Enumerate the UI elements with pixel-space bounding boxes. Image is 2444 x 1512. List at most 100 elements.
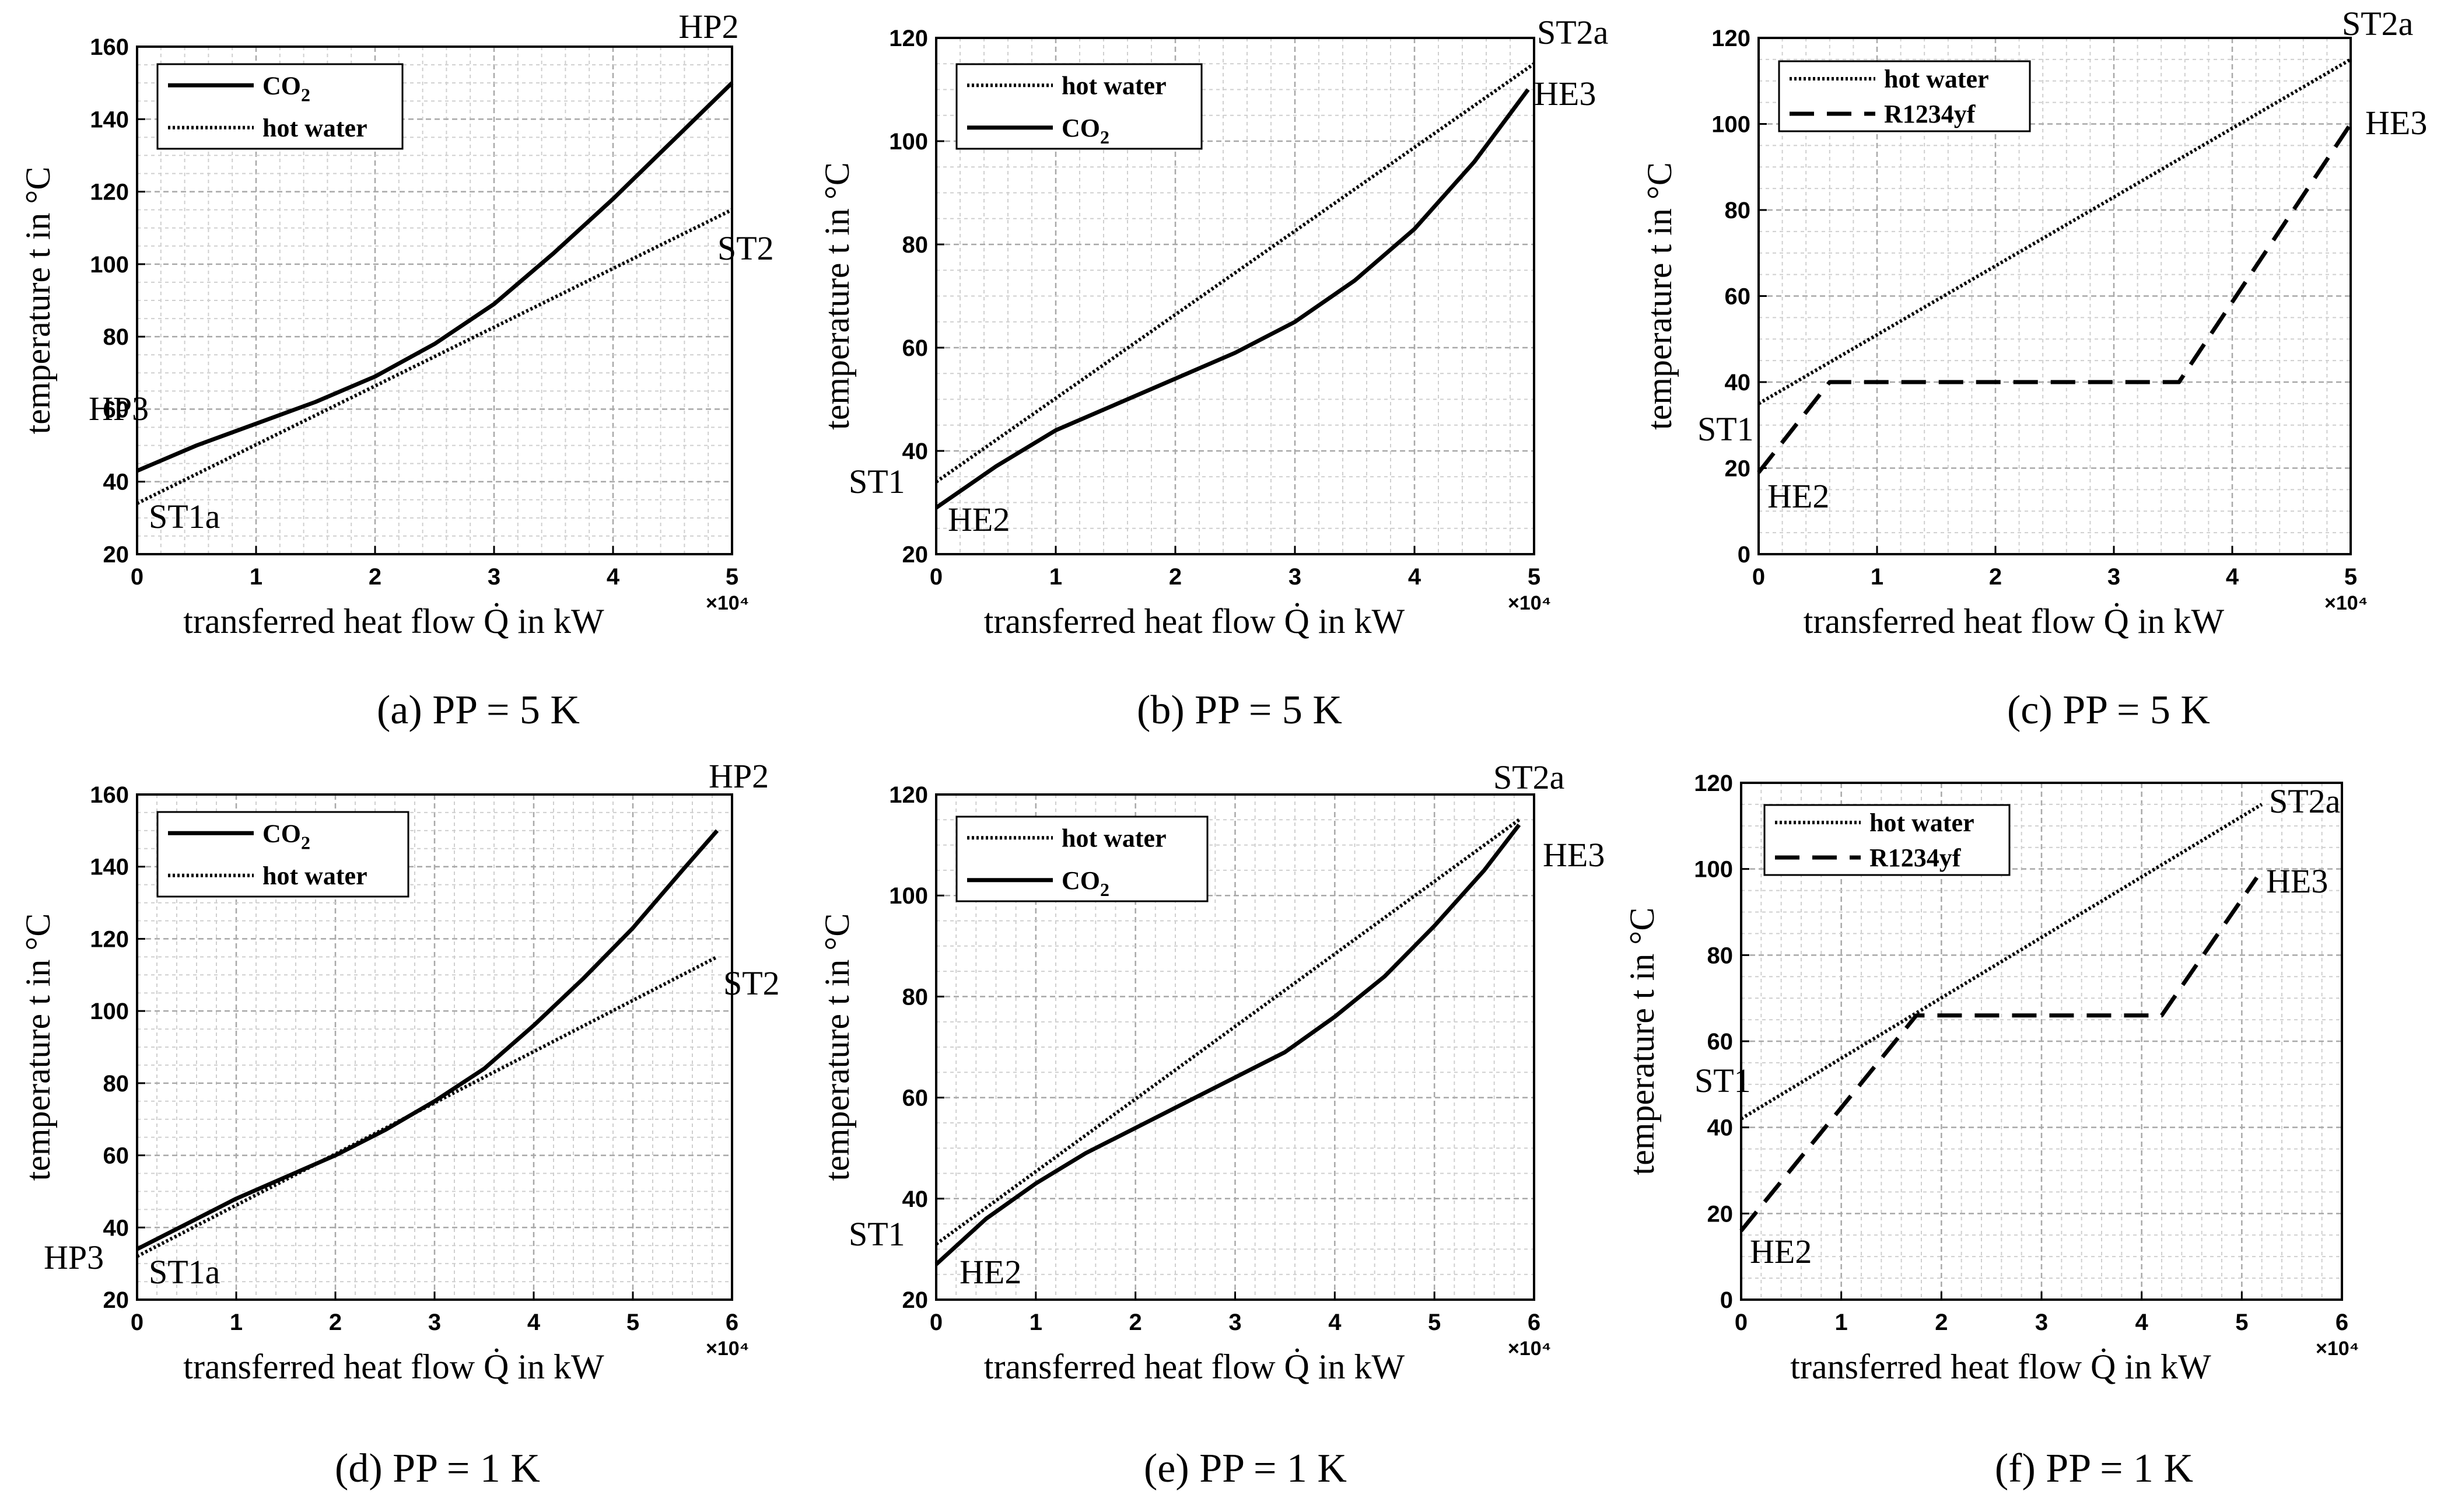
y-tick-label: 120 bbox=[889, 782, 928, 808]
x-tick-label: 0 bbox=[930, 564, 943, 590]
x-tick-label: 3 bbox=[2107, 564, 2120, 590]
chart-panel-c: 0 1 2 3 4 5 0 20 40 60 80 100 120 transferred heat fl… bbox=[1640, 5, 2427, 733]
panel-caption: (e) PP = 1 K bbox=[1144, 1446, 1347, 1491]
y-axis-label: temperature t in °C bbox=[818, 914, 856, 1181]
point-annotation: HP2 bbox=[709, 757, 769, 795]
x-tick-label: 5 bbox=[626, 1310, 639, 1335]
point-annotation: HE2 bbox=[960, 1253, 1021, 1291]
legend-entry: R1234yf bbox=[1869, 844, 1962, 872]
x-tick-label: 0 bbox=[131, 1310, 143, 1335]
x-tick-label: 1 bbox=[250, 564, 262, 590]
panel-caption: (a) PP = 5 K bbox=[377, 688, 580, 733]
y-tick-label: 160 bbox=[90, 34, 129, 60]
x-axis-multiplier: ×10⁴ bbox=[1508, 592, 1552, 614]
legend-entry: hot water bbox=[1884, 65, 1989, 93]
legend-f: hot water R1234yf bbox=[1763, 804, 2011, 876]
x-tick-label: 6 bbox=[726, 1310, 738, 1335]
y-tick-label: 100 bbox=[1711, 112, 1750, 138]
y-tick-label: 20 bbox=[103, 1287, 129, 1313]
x-tick-label: 2 bbox=[1129, 1310, 1142, 1335]
x-tick-label: 1 bbox=[1030, 1310, 1042, 1335]
point-annotation: ST2a bbox=[2342, 5, 2413, 43]
legend-entry: hot water bbox=[262, 114, 367, 142]
series-line-b-dotted bbox=[935, 62, 1535, 484]
series-line-b-solid bbox=[935, 88, 1530, 510]
y-tick-label: 100 bbox=[889, 883, 928, 909]
point-annotation: ST1 bbox=[849, 463, 905, 501]
point-annotation: HE2 bbox=[1750, 1233, 1812, 1270]
y-tick-label: 120 bbox=[90, 926, 129, 952]
x-axis-multiplier: ×10⁴ bbox=[1508, 1338, 1552, 1360]
legend-c: hot water R1234yf bbox=[1778, 60, 2031, 132]
x-tick-label: 0 bbox=[131, 564, 143, 590]
x-tick-label: 5 bbox=[2235, 1310, 2248, 1335]
point-annotation: HP3 bbox=[44, 1238, 104, 1276]
chart-panel-b: 0 1 2 3 4 5 20 40 60 80 100 120 transferred heat flo… bbox=[818, 13, 1608, 733]
x-tick-label: 4 bbox=[527, 1310, 541, 1335]
y-tick-label: 100 bbox=[90, 252, 129, 278]
y-tick-label: 0 bbox=[1720, 1287, 1733, 1313]
x-axis-label: transferred heat flow Q̇ in kW bbox=[984, 602, 1405, 640]
plot-frame-b bbox=[935, 37, 1535, 555]
y-tick-label: 60 bbox=[902, 335, 929, 361]
y-tick-label: 140 bbox=[90, 855, 129, 880]
point-annotation: ST2 bbox=[723, 964, 780, 1002]
point-annotation: ST2a bbox=[1537, 13, 1608, 51]
point-annotation: HE2 bbox=[948, 501, 1010, 538]
y-tick-label: 40 bbox=[1725, 370, 1751, 396]
y-tick-label: 20 bbox=[902, 1287, 929, 1313]
y-tick-label: 60 bbox=[103, 397, 129, 422]
y-tick-label: 100 bbox=[889, 129, 928, 155]
grid-c bbox=[1759, 38, 2351, 554]
legend-box bbox=[1778, 60, 2031, 132]
legend-entry: hot water bbox=[1062, 71, 1167, 100]
legend-box bbox=[156, 811, 409, 898]
x-tick-label: 4 bbox=[1328, 1310, 1342, 1335]
y-tick-label: 40 bbox=[103, 470, 129, 495]
point-annotation: HP2 bbox=[678, 8, 738, 46]
x-tick-label: 6 bbox=[1528, 1310, 1540, 1335]
y-tick-label: 40 bbox=[103, 1215, 129, 1241]
panel-caption: (d) PP = 1 K bbox=[335, 1446, 540, 1491]
series-line-a-dotted bbox=[136, 208, 733, 505]
legend-entry: hot water bbox=[1062, 824, 1167, 852]
legend-box bbox=[156, 63, 404, 150]
x-tick-label: 1 bbox=[1835, 1310, 1848, 1335]
series-line-e-dotted bbox=[935, 818, 1521, 1246]
x-axis-multiplier: ×10⁴ bbox=[2316, 1338, 2359, 1360]
point-annotation: HE3 bbox=[1534, 75, 1596, 113]
point-annotation: ST2 bbox=[717, 229, 774, 267]
x-tick-label: 3 bbox=[428, 1310, 441, 1335]
y-tick-label: 20 bbox=[103, 542, 129, 568]
legend-entry: R1234yf bbox=[1884, 100, 1976, 128]
y-tick-label: 20 bbox=[1707, 1201, 1734, 1227]
x-tick-label: 0 bbox=[1752, 564, 1765, 590]
legend-a: CO2 hot water bbox=[156, 63, 404, 150]
x-tick-label: 6 bbox=[2336, 1310, 2348, 1335]
chart-panel-a: 0 1 2 3 4 5 20 40 60 80 100 120 140 160 transferred he… bbox=[19, 8, 774, 733]
y-axis-label: temperature t in °C bbox=[19, 167, 57, 435]
point-annotation: ST2a bbox=[1493, 758, 1564, 796]
x-tick-label: 3 bbox=[1228, 1310, 1241, 1335]
legend-box bbox=[1763, 804, 2011, 876]
chart-panel-e: 0 1 2 3 4 5 6 20 40 60 80 100 120 transferred heat fl… bbox=[818, 758, 1605, 1491]
point-annotation: ST1 bbox=[849, 1215, 905, 1253]
series-line-e-solid bbox=[934, 823, 1521, 1266]
x-tick-label: 4 bbox=[1408, 564, 1421, 590]
y-tick-label: 80 bbox=[902, 984, 929, 1010]
y-tick-label: 120 bbox=[1694, 771, 1733, 796]
point-annotation: HE3 bbox=[2365, 104, 2427, 142]
legend-b: hot water CO2 bbox=[955, 63, 1203, 150]
x-axis-label: transferred heat flow Q̇ in kW bbox=[183, 602, 604, 640]
x-tick-label: 2 bbox=[1169, 564, 1182, 590]
legend-box bbox=[955, 816, 1209, 902]
y-tick-label: 40 bbox=[1707, 1115, 1734, 1141]
legend-entry: hot water bbox=[262, 862, 367, 890]
panel-caption: (f) PP = 1 K bbox=[1995, 1446, 2193, 1491]
y-tick-label: 140 bbox=[90, 107, 129, 132]
y-tick-label: 20 bbox=[902, 542, 929, 568]
point-annotation: HE2 bbox=[1767, 477, 1829, 515]
y-tick-label: 40 bbox=[902, 439, 929, 464]
